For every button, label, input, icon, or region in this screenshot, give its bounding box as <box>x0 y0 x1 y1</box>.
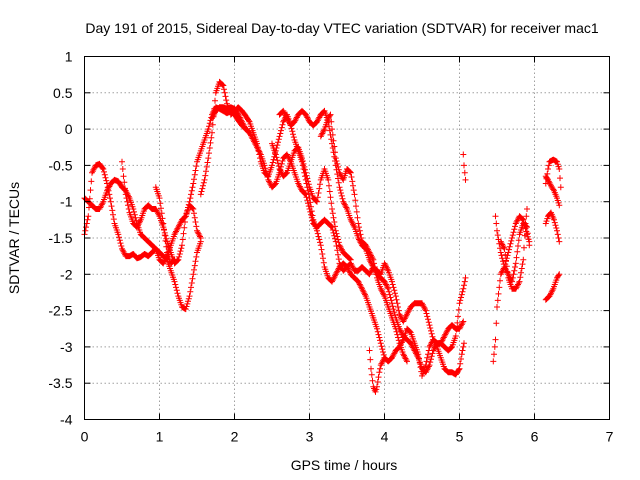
x-tick-label: 3 <box>306 429 314 445</box>
plus-markers-trace-b <box>81 176 204 313</box>
series-trace-e <box>152 184 178 267</box>
y-tick-label: -0.5 <box>48 157 72 173</box>
y-axis-tick-labels: 1 0.5 0 -0.5 -1 -1.5 -2 -2.5 -3 -3.5 -4 <box>48 49 72 428</box>
plus-markers-trace-n <box>497 206 530 292</box>
plus-markers-trace-i <box>317 111 410 365</box>
x-axis-tick-labels: 0 1 2 3 4 5 6 7 <box>81 429 614 445</box>
axis-ticks <box>84 56 610 420</box>
plus-markers-trace-f <box>209 104 253 136</box>
x-tick-label: 1 <box>156 429 164 445</box>
plus-markers-trace-j <box>366 347 388 395</box>
series-trace-m <box>492 213 533 270</box>
y-tick-label: -1.5 <box>48 230 72 246</box>
x-axis-title: GPS time / hours <box>291 457 398 473</box>
y-axis-title: SDTVAR / TECUs <box>6 182 22 294</box>
y-tick-label: 0 <box>65 121 73 137</box>
series-trace-p <box>542 209 563 245</box>
series-trace-o <box>542 156 564 191</box>
series-trace-r <box>542 271 563 303</box>
y-tick-label: -1 <box>60 194 73 210</box>
x-tick-label: 5 <box>456 429 464 445</box>
y-tick-label: 0.5 <box>53 85 73 101</box>
series-trace-b <box>81 176 204 313</box>
plus-markers-trace-e <box>152 184 178 267</box>
data-marks <box>81 78 564 395</box>
plus-markers-trace-h <box>269 140 354 263</box>
series-trace-d <box>119 158 204 267</box>
plus-markers-trace-k <box>460 151 469 183</box>
plus-markers-trace-r <box>542 271 563 303</box>
series-trace-n <box>497 206 530 292</box>
series-trace-k <box>460 151 469 183</box>
x-tick-label: 2 <box>231 429 239 445</box>
series-trace-j <box>366 347 388 395</box>
plus-markers-trace-q <box>542 173 563 209</box>
chart-title: Day 191 of 2015, Sidereal Day-to-day VTE… <box>85 20 598 36</box>
plus-markers-trace-g <box>276 107 469 376</box>
plot-frame <box>84 56 610 420</box>
y-tick-label: -4 <box>60 412 73 428</box>
series-trace-h <box>269 140 354 263</box>
series-trace-a <box>81 104 467 378</box>
series-trace-q <box>542 173 563 209</box>
x-tick-label: 6 <box>531 429 539 445</box>
x-tick-label: 4 <box>381 429 389 445</box>
plus-markers-trace-d <box>119 158 204 267</box>
series-trace-f <box>209 104 253 136</box>
y-tick-label: -3 <box>60 339 73 355</box>
y-tick-label: -3.5 <box>48 375 72 391</box>
y-tick-label: 1 <box>65 49 73 65</box>
grid <box>84 56 610 420</box>
plus-markers-trace-a <box>81 104 467 378</box>
y-tick-label: -2 <box>60 266 73 282</box>
plus-markers-trace-p <box>542 209 563 245</box>
plus-markers-trace-o <box>542 156 564 191</box>
x-tick-label: 7 <box>606 429 614 445</box>
series-trace-g <box>276 107 469 376</box>
series-trace-i <box>317 111 410 365</box>
y-tick-label: -2.5 <box>48 303 72 319</box>
plus-markers-trace-m <box>492 213 533 270</box>
x-tick-label: 0 <box>81 429 89 445</box>
